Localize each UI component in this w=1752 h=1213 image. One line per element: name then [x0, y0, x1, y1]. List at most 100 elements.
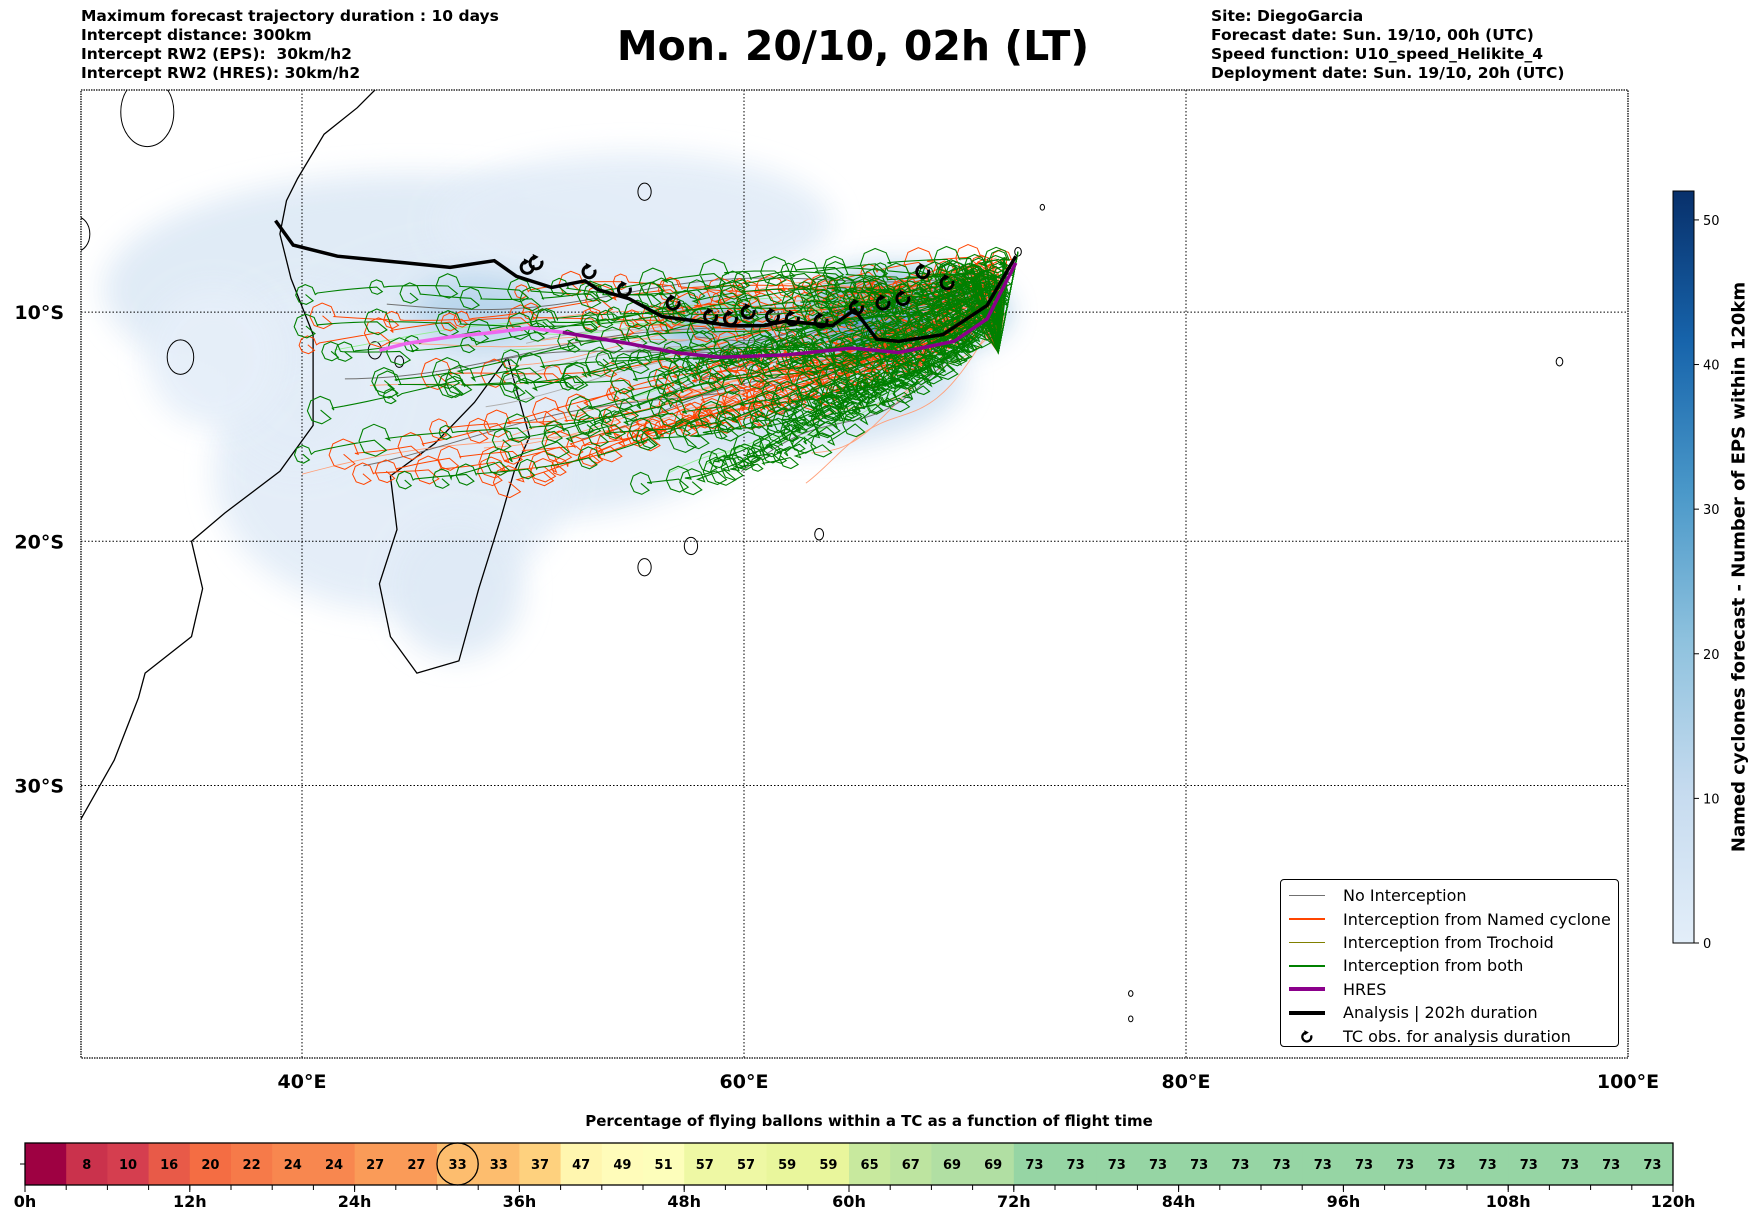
- tc-bar-cell: [313, 1143, 356, 1185]
- colorbar: 0 10 20 30 40 50: [1672, 190, 1720, 952]
- eps-trajectory: [386, 251, 1019, 353]
- tc-bar-cell: [725, 1143, 768, 1185]
- tc-obs-icon-arc: [875, 295, 891, 311]
- tc-bar-cell: [1343, 1143, 1386, 1185]
- lat-tick-label: 30°S: [14, 776, 64, 798]
- tc-obs-icon: [895, 289, 911, 307]
- tc-bar-hour-label: 48h: [667, 1192, 701, 1211]
- tc-bar-value: 73: [1149, 1158, 1167, 1173]
- island-outline: [1014, 246, 1022, 257]
- legend-item: No Interception: [1281, 884, 1618, 907]
- tc-bar-cell: [849, 1143, 891, 1185]
- tc-bar-value: 24: [284, 1158, 302, 1173]
- tc-bar-cell: [272, 1143, 314, 1185]
- tc-bar-cell: [560, 1143, 603, 1185]
- tc-bar-value: 73: [1520, 1158, 1538, 1173]
- tc-bar-cell: [807, 1143, 850, 1185]
- tc-bar-cell: [107, 1143, 150, 1185]
- tc-bar-value: 73: [1396, 1158, 1414, 1173]
- tc-bar-cell: [231, 1143, 273, 1185]
- bottom-bar-title: Percentage of flying ballons within a TC…: [585, 1112, 1153, 1130]
- island-outline: [394, 355, 405, 368]
- legend-item: TC obs. for analysis duration: [1281, 1024, 1618, 1047]
- eps-trajectory: [791, 246, 1019, 353]
- tc-obs-icon-arrow: [817, 312, 824, 319]
- eps-trajectory: [295, 245, 1019, 353]
- tc-bar-cell: [1549, 1143, 1592, 1185]
- eps-trajectory: [805, 251, 1019, 484]
- legend-line-swatch: [1287, 918, 1327, 920]
- tc-bar-value: 16: [160, 1158, 178, 1173]
- tc-bar-value: 8: [82, 1158, 91, 1173]
- tc-obs-icon-arrow: [853, 298, 860, 306]
- tc-bar-hour-label: 84h: [1162, 1192, 1196, 1211]
- tc-obs-icon-arrow: [532, 253, 539, 261]
- tc-obs-icon: [915, 262, 931, 280]
- tc-bar-value: 73: [1108, 1158, 1126, 1173]
- legend-line-swatch: [1287, 894, 1327, 897]
- tc-bar-value: 20: [201, 1158, 219, 1173]
- tc-obs-icon-arc: [740, 304, 756, 320]
- legend-item: HRES: [1281, 978, 1618, 1001]
- tc-bar-value: 33: [449, 1158, 467, 1173]
- tc-bar-cell: [1590, 1143, 1633, 1185]
- tc-bar-cell: [1425, 1143, 1468, 1185]
- map-frame: [80, 89, 1629, 1059]
- tc-obs-icon-arc: [703, 309, 719, 325]
- legend: No Interception Interception from Named c…: [1280, 879, 1619, 1047]
- tc-obs-icon-arc: [723, 311, 738, 327]
- tc-obs-icon: [665, 294, 681, 311]
- tc-bar-cell: [66, 1143, 108, 1185]
- tc-obs-icon-arc: [939, 275, 955, 291]
- tc-obs-icon-arrow: [585, 262, 592, 270]
- lon-tick-label: 80°E: [1162, 1071, 1211, 1093]
- tc-bar-cell: [601, 1143, 644, 1185]
- tc-bar-cell: [148, 1143, 191, 1185]
- tc-obs-icon-arrow: [744, 303, 751, 310]
- tc-obs-icon-arc: [665, 295, 681, 311]
- tc-obs-icon-arc: [581, 264, 597, 280]
- eps-trajectory: [577, 251, 1019, 435]
- island-outline: [81, 217, 91, 251]
- eps-trajectory: [698, 251, 1019, 473]
- island-outline: [1555, 356, 1564, 367]
- island-outline: [120, 90, 175, 148]
- tc-obs-icon: [740, 303, 756, 320]
- tc-bar-value: 65: [861, 1158, 879, 1173]
- legend-item: Interception from Named cyclone: [1281, 907, 1618, 930]
- tc-bar-value: 73: [1190, 1158, 1208, 1173]
- tc-bar-hour-label: 36h: [503, 1192, 537, 1211]
- tc-bar-cell: [1261, 1143, 1303, 1185]
- lon-tick-label: 100°E: [1597, 1071, 1659, 1093]
- tc-obs-icon-arrow: [769, 307, 776, 315]
- tc-bar-value: 73: [1231, 1158, 1249, 1173]
- intercept-hres-text: Intercept RW2 (HRES): 30km/h2: [81, 64, 361, 82]
- island-outline: [637, 182, 652, 201]
- tc-bar-value: 73: [1479, 1158, 1497, 1173]
- legend-label: HRES: [1343, 979, 1387, 999]
- tc-bar-hour-label: 12h: [173, 1192, 207, 1211]
- colorbar-tick-label: 30: [1703, 503, 1720, 518]
- tc-bar-cell: [1055, 1143, 1097, 1185]
- island-outline: [637, 558, 652, 577]
- tc-bar-value: 67: [902, 1158, 920, 1173]
- island-outline: [166, 339, 195, 375]
- tc-bar-cell: [25, 1143, 67, 1185]
- eps-trajectory: [717, 251, 1019, 433]
- tc-bar-value: 49: [613, 1158, 631, 1173]
- header-left-info: Maximum forecast trajectory duration : 1…: [81, 7, 499, 83]
- intercept-distance-text: Intercept distance: 300km: [81, 26, 312, 44]
- eps-trajectory: [371, 251, 1019, 394]
- tc-bar-cell: [1178, 1143, 1221, 1185]
- density-blob: [434, 153, 833, 293]
- colorbar-gradient: [1672, 190, 1695, 944]
- tc-bar-cell: [395, 1143, 438, 1185]
- tc-bar-cell: [354, 1143, 397, 1185]
- axis-tick-labels: 40°E 60°E 80°E 100°E 10°S 20°S 30°S: [14, 302, 1659, 1093]
- tc-bar-value: 37: [531, 1158, 549, 1173]
- tc-obs-legend-icon: [1301, 1030, 1313, 1043]
- tc-bar-cell: [189, 1143, 232, 1185]
- colorbar-tick-label: 50: [1703, 214, 1720, 229]
- tc-bar-cell: [931, 1143, 974, 1185]
- legend-line-swatch: [1287, 1010, 1327, 1015]
